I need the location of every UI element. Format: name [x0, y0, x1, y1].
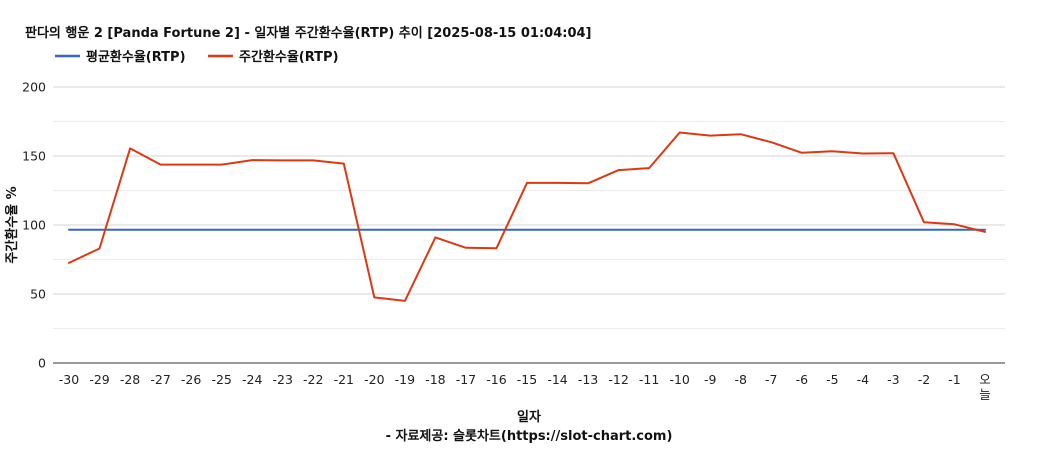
x-tick-label: -8 — [734, 372, 747, 387]
x-tick-label: -12 — [608, 372, 628, 387]
x-tick-label: -24 — [242, 372, 262, 387]
x-tick-label: -17 — [456, 372, 476, 387]
x-axis-ticks: -30 -29 -28 -27 -26 -25 -24 -23 -22 -21 -20 -19 -18-… — [59, 372, 991, 402]
series-layer — [68, 131, 986, 302]
grid — [53, 86, 1005, 364]
x-tick-label: -14 — [547, 372, 567, 387]
x-tick-label: -16 — [486, 372, 506, 387]
legend: 평균환수율(RTP) 주간환수율(RTP) — [55, 49, 339, 65]
x-tick-label: -5 — [826, 372, 838, 387]
x-tick-label: -26 — [181, 372, 201, 387]
x-axis-title: 일자 — [517, 410, 541, 425]
series-line-weekly-rtp — [68, 131, 986, 302]
x-tick-label: -15 — [517, 372, 537, 387]
x-tick-label: -29 — [89, 372, 109, 387]
x-tick-label: -18 — [425, 372, 445, 387]
x-tick-label: -9 — [704, 372, 717, 387]
x-tick-label: -30 — [59, 372, 79, 387]
x-tick-label: -4 — [857, 372, 870, 387]
x-tick-label: -22 — [303, 372, 323, 387]
x-tick-label: -25 — [211, 372, 231, 387]
x-tick-label: -19 — [395, 372, 415, 387]
x-tick-label: -1 — [948, 372, 960, 387]
y-axis-title: 주간환수율 % — [4, 186, 20, 263]
legend-label-weekly: 주간환수율(RTP) — [239, 49, 339, 65]
x-tick-label: -3 — [887, 372, 899, 387]
x-tick-label: -2 — [918, 372, 930, 387]
x-tick-label: -6 — [796, 372, 809, 387]
x-tick-label: -21 — [334, 372, 354, 387]
x-tick-label: -23 — [273, 372, 293, 387]
x-tick-label: -10 — [669, 372, 689, 387]
y-axis-ticks: 0 50 100 150 200 — [22, 80, 46, 371]
source-credit: - 자료제공: 슬롯차트(https://slot-chart.com) — [386, 428, 673, 444]
legend-label-average: 평균환수율(RTP) — [86, 49, 186, 65]
y-tick-label: 50 — [30, 287, 46, 302]
x-tick-label: -28 — [120, 372, 140, 387]
chart-title: 판다의 행운 2 [Panda Fortune 2] - 일자별 주간환수율(R… — [25, 25, 592, 41]
y-tick-label: 100 — [22, 218, 46, 233]
x-tick-label: -27 — [150, 372, 170, 387]
y-tick-label: 150 — [22, 149, 46, 164]
x-tick-label: -13 — [578, 372, 598, 387]
y-tick-label: 200 — [22, 80, 46, 95]
x-tick-label: -11 — [639, 372, 659, 387]
y-tick-label: 0 — [38, 356, 46, 371]
x-tick-label: -7 — [765, 372, 777, 387]
x-tick-label: -20 — [364, 372, 384, 387]
